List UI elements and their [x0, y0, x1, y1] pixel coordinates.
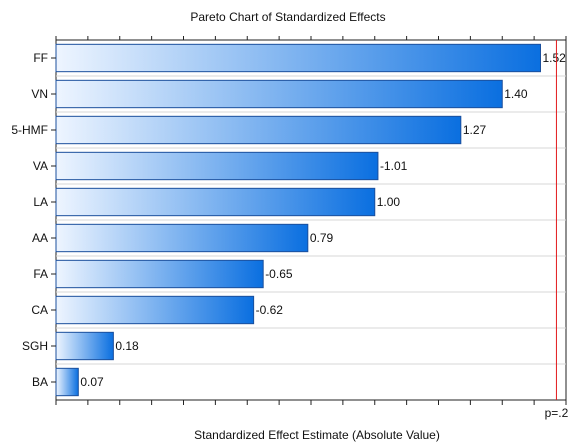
data-label: -1.01: [380, 159, 408, 173]
reference-line-label: p=.2: [545, 406, 569, 420]
data-label: 0.07: [80, 375, 104, 389]
bar-ff: [55, 43, 541, 73]
data-label: 1.00: [377, 195, 401, 209]
data-labels: 1.52 1.40 1.27 -1.01 1.00 0.79 -0.65 -0.62 0.18 0…: [80, 51, 566, 389]
bar-vn: [55, 79, 503, 109]
y-tick-label: SGH: [22, 339, 48, 353]
data-label: 0.79: [310, 231, 334, 245]
data-label: 1.40: [504, 87, 528, 101]
bars-group: [55, 43, 541, 397]
y-tick-label: BA: [32, 375, 48, 389]
chart-title: Pareto Chart of Standardized Effects: [190, 10, 385, 24]
y-tick-labels: FF VN 5-HMF VA LA AA FA CA SGH BA: [11, 51, 56, 389]
y-tick-label: VA: [33, 159, 48, 173]
bar-sgh: [55, 331, 114, 361]
y-tick-label: AA: [32, 231, 48, 245]
bar-aa: [55, 223, 309, 253]
data-label: 1.27: [463, 123, 487, 137]
bar-ca: [55, 295, 255, 325]
data-label: 1.52: [543, 51, 567, 65]
y-tick-label: LA: [33, 195, 48, 209]
data-label: 0.18: [115, 339, 139, 353]
x-axis-ticks: [55, 36, 567, 405]
y-tick-label: FF: [33, 51, 48, 65]
y-tick-label: FA: [33, 267, 48, 281]
y-tick-label: 5-HMF: [11, 123, 48, 137]
bar-5-hmf: [55, 115, 462, 145]
data-label: -0.65: [265, 267, 293, 281]
data-label: -0.62: [256, 303, 284, 317]
bar-ba: [55, 367, 79, 397]
bar-fa: [55, 259, 264, 289]
bar-la: [55, 187, 376, 217]
y-tick-label: CA: [31, 303, 48, 317]
y-tick-label: VN: [31, 87, 48, 101]
x-axis-label: Standardized Effect Estimate (Absolute V…: [194, 428, 440, 442]
bar-va: [55, 151, 379, 181]
